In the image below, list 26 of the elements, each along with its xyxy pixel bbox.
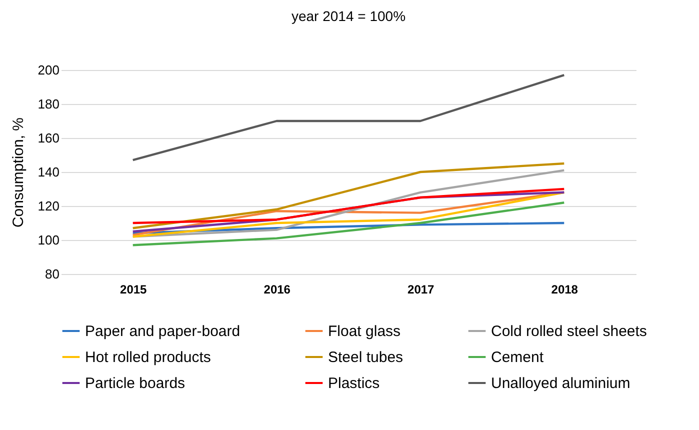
line-series <box>132 188 566 224</box>
legend-label: Plastics <box>328 375 380 392</box>
line-series <box>132 162 566 230</box>
legend-label: Unalloyed aluminium <box>491 375 630 392</box>
x-tick-label: 2018 <box>551 282 578 296</box>
legend-label: Particle boards <box>85 375 186 392</box>
line-series <box>132 202 566 246</box>
y-tick-label: 120 <box>38 198 60 214</box>
legend-label: Paper and paper-board <box>85 323 240 340</box>
legend-label: Cold rolled steel sheets <box>491 323 647 340</box>
legend-label: Cement <box>491 349 544 366</box>
y-tick-label: 80 <box>45 266 60 282</box>
chart-title: year 2014 = 100% <box>291 8 406 24</box>
y-tick-label: 200 <box>38 62 60 78</box>
y-tick-label: 180 <box>38 96 60 112</box>
x-tick-label: 2015 <box>120 282 148 296</box>
y-tick-label: 100 <box>38 232 60 248</box>
y-tick-label: 160 <box>38 130 60 146</box>
legend-label: Hot rolled products <box>85 349 211 366</box>
x-tick-label: 2016 <box>264 282 291 296</box>
line-series <box>132 222 566 234</box>
legend-label: Float glass <box>328 323 401 340</box>
y-axis-title: Consumption, % <box>10 117 27 228</box>
y-tick-label: 140 <box>38 164 60 180</box>
legend-label: Steel tubes <box>328 349 404 366</box>
x-tick-label: 2017 <box>408 282 435 296</box>
